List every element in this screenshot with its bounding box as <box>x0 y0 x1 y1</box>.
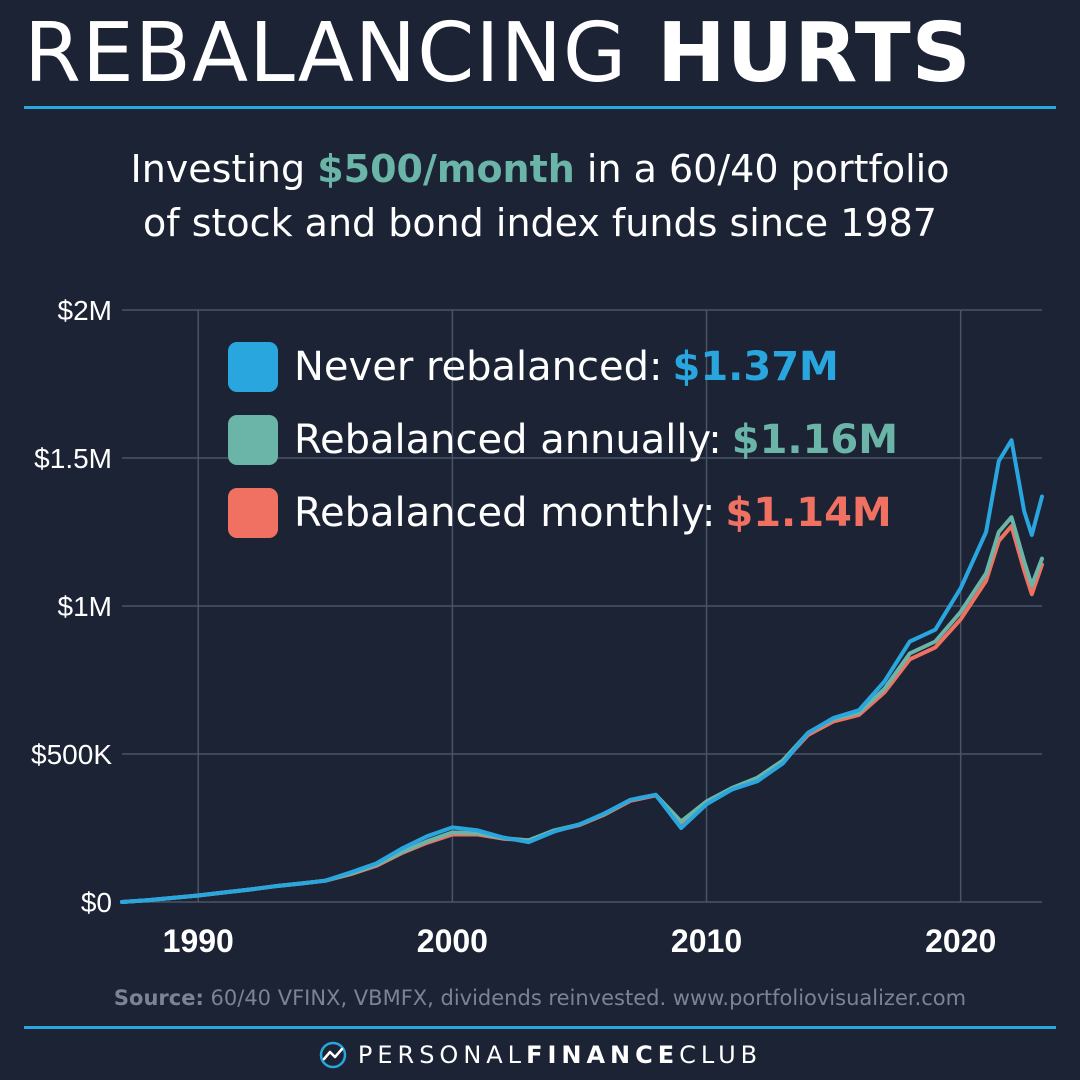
brand-finance: FINANCE <box>526 1041 680 1069</box>
subtitle-accent: $500/month <box>317 147 575 191</box>
x-tick-label: 2010 <box>671 923 742 959</box>
brand-footer: PERSONAL FINANCE CLUB <box>0 1040 1080 1070</box>
subtitle-pre: Investing <box>130 147 318 191</box>
legend-item-never: Never rebalanced: $1.37M <box>228 330 898 403</box>
subtitle: Investing $500/month in a 60/40 portfoli… <box>0 142 1080 250</box>
legend-swatch-annual <box>228 414 278 465</box>
y-tick-label: $500K <box>31 739 112 770</box>
legend-swatch-monthly <box>228 487 278 538</box>
subtitle-line-2: of stock and bond index funds since 1987 <box>143 201 937 245</box>
legend-value-monthly: $1.14M <box>725 489 892 536</box>
legend-label-never: Never rebalanced: <box>294 343 663 390</box>
legend-item-annual: Rebalanced annually: $1.16M <box>228 403 898 476</box>
source-label: Source: <box>113 986 204 1010</box>
pfc-logo-icon <box>319 1041 347 1069</box>
chart-legend: Never rebalanced: $1.37M Rebalanced annu… <box>228 330 898 549</box>
x-tick-label: 1990 <box>163 923 234 959</box>
source-text: 60/40 VFINX, VBMFX, dividends reinvested… <box>203 986 967 1010</box>
y-tick-label: $1M <box>58 591 112 622</box>
title-bold: HURTS <box>657 6 972 101</box>
bottom-divider <box>24 1026 1056 1029</box>
top-divider <box>24 106 1056 109</box>
y-tick-label: $2M <box>58 295 112 326</box>
subtitle-line-1: Investing $500/month in a 60/40 portfoli… <box>0 142 1080 196</box>
x-tick-label: 2020 <box>925 923 996 959</box>
series-line-rebalanced-annually <box>120 515 1044 904</box>
brand-club: CLUB <box>679 1041 763 1069</box>
y-tick-label: $1.5M <box>34 443 112 474</box>
series-line-rebalanced-monthly <box>120 524 1044 904</box>
legend-value-never: $1.37M <box>672 343 839 390</box>
brand-personal: PERSONAL <box>357 1041 527 1069</box>
legend-value-annual: $1.16M <box>731 416 899 463</box>
legend-swatch-never <box>228 341 278 392</box>
legend-label-monthly: Rebalanced monthly: <box>294 489 716 536</box>
title-light: REBALANCING <box>24 6 628 101</box>
x-tick-label: 2000 <box>417 923 488 959</box>
legend-label-annual: Rebalanced annually: <box>294 416 722 463</box>
subtitle-post: in a 60/40 portfolio <box>574 147 950 191</box>
series-line-never-rebalanced <box>120 438 1044 904</box>
page-title: REBALANCING HURTS <box>24 4 972 104</box>
source-note: Source: 60/40 VFINX, VBMFX, dividends re… <box>0 986 1080 1010</box>
legend-item-monthly: Rebalanced monthly: $1.14M <box>228 476 898 549</box>
y-tick-label: $0 <box>81 887 112 918</box>
